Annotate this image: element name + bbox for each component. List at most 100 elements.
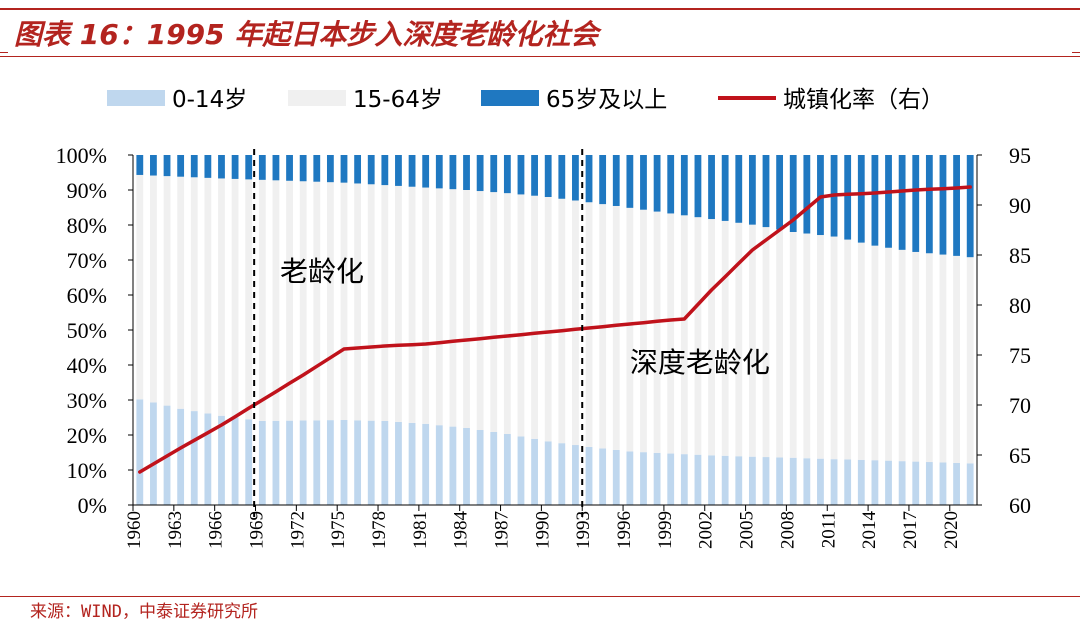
figure-title: 图表 16：1995 年起日本步入深度老龄化社会: [14, 18, 599, 51]
bar-65-plus: [163, 155, 171, 177]
x-tick-label: 2014: [859, 511, 880, 550]
left-tick-label: 100%: [56, 143, 107, 168]
bar-0-14: [218, 415, 225, 505]
bar-65-plus: [789, 155, 797, 232]
bar-15-64: [367, 184, 375, 421]
bar-65-plus: [340, 155, 348, 183]
bar-15-64: [653, 211, 661, 453]
bar-65-plus: [544, 155, 552, 197]
bar-0-14: [204, 413, 212, 505]
bar-0-14: [694, 454, 702, 505]
title-tick-right: [1072, 52, 1080, 53]
x-tick-label: 1960: [124, 511, 145, 549]
bar-65-plus: [435, 155, 443, 189]
left-tick-label: 10%: [67, 458, 107, 483]
bar-0-14: [340, 419, 348, 505]
bar-15-64: [136, 174, 144, 400]
bar-0-14: [572, 445, 579, 505]
bar-0-14: [245, 419, 253, 505]
legend-label: 城镇化率（右）: [783, 87, 944, 113]
bar-65-plus: [612, 155, 620, 206]
bar-0-14: [762, 457, 770, 505]
bar-15-64: [272, 180, 280, 421]
bar-15-64: [340, 182, 348, 420]
x-tick-label: 1987: [492, 511, 513, 549]
bar-15-64: [258, 179, 266, 421]
bar-65-plus: [585, 155, 593, 203]
bar-15-64: [558, 198, 566, 444]
bar-15-64: [435, 188, 443, 426]
bar-65-plus: [885, 155, 892, 248]
bar-0-14: [435, 425, 443, 505]
bar-0-14: [640, 452, 647, 505]
left-tick-label: 0%: [78, 493, 107, 518]
bar-0-14: [626, 451, 634, 505]
right-tick-label: 90: [1009, 193, 1031, 218]
bar-0-14: [708, 455, 715, 505]
bar-0-14: [776, 457, 784, 505]
bar-15-64: [572, 200, 579, 446]
source-note: 来源：WIND，中泰证券研究所: [30, 602, 258, 622]
bar-65-plus: [395, 155, 402, 186]
bar-15-64: [844, 239, 852, 460]
x-tick-label: 1975: [328, 511, 349, 549]
bar-0-14: [830, 459, 838, 505]
bar-15-64: [925, 253, 933, 463]
right-tick-label: 65: [1009, 443, 1031, 468]
bar-0-14: [748, 456, 756, 505]
bar-15-64: [204, 177, 212, 414]
bar-0-14: [395, 421, 402, 505]
bar-0-14: [871, 460, 879, 505]
left-tick-label: 60%: [67, 283, 107, 308]
bar-65-plus: [367, 155, 375, 185]
bar-15-64: [163, 176, 171, 406]
bar-65-plus: [694, 155, 702, 218]
bar-65-plus: [925, 155, 933, 254]
bar-65-plus: [953, 155, 960, 256]
left-tick-label: 80%: [67, 213, 107, 238]
left-tick-label: 70%: [67, 248, 107, 273]
x-tick-label: 1999: [655, 511, 676, 549]
bar-65-plus: [572, 155, 579, 201]
bar-15-64: [939, 254, 947, 463]
legend-label: 0-14岁: [172, 87, 247, 113]
bar-15-64: [490, 192, 498, 432]
bar-0-14: [354, 420, 362, 505]
bar-0-14: [299, 420, 307, 505]
bar-15-64: [817, 235, 824, 459]
bar-0-14: [503, 433, 511, 505]
bar-15-64: [422, 187, 430, 424]
x-tick-label: 1978: [369, 511, 390, 549]
bar-15-64: [218, 178, 225, 416]
bar-0-14: [599, 448, 607, 505]
bar-0-14: [966, 463, 974, 505]
bar-65-plus: [857, 155, 865, 243]
bar-15-64: [476, 191, 484, 430]
bar-15-64: [408, 186, 416, 423]
bar-65-plus: [286, 155, 293, 181]
bar-65-plus: [939, 155, 947, 255]
bar-15-64: [871, 245, 879, 461]
bar-0-14: [803, 458, 811, 505]
bar-0-14: [585, 446, 593, 505]
bar-0-14: [789, 457, 797, 505]
bar-15-64: [885, 247, 892, 461]
legend-label: 65岁及以上: [546, 87, 667, 113]
bar-15-64: [517, 194, 525, 437]
bar-65-plus: [966, 155, 974, 258]
x-tick-label: 1969: [247, 511, 268, 549]
bar-0-14: [476, 429, 484, 505]
bar-0-14: [544, 441, 552, 505]
bar-15-64: [898, 249, 906, 462]
footer-divider: [0, 596, 1080, 597]
bar-15-64: [721, 220, 729, 456]
bar-15-64: [803, 233, 811, 459]
bar-15-64: [354, 183, 362, 421]
bar-65-plus: [381, 155, 389, 186]
x-tick-label: 2011: [818, 511, 839, 548]
bar-15-64: [313, 181, 321, 421]
x-tick-label: 2005: [737, 511, 758, 549]
bar-65-plus: [503, 155, 511, 194]
right-tick-label: 95: [1009, 143, 1031, 168]
left-tick-label: 90%: [67, 178, 107, 203]
